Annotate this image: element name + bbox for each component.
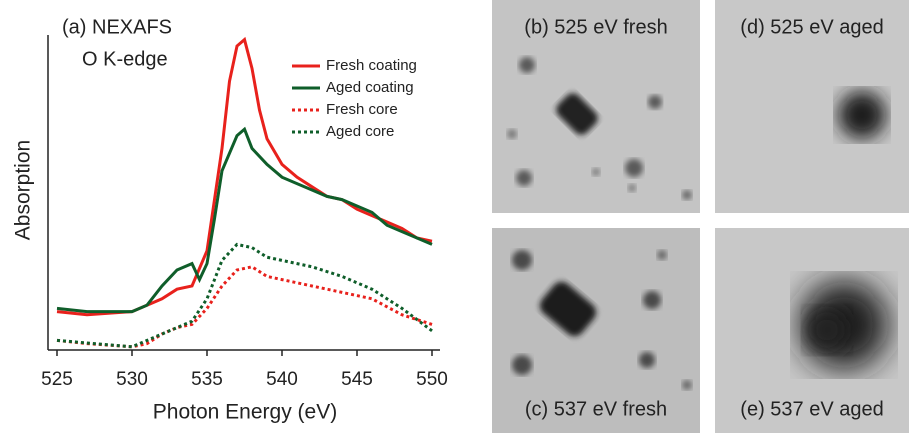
panel-label: (b) 525 eV fresh	[524, 16, 667, 38]
line-series	[56, 242, 433, 349]
y-axis-label: Absorption	[12, 140, 35, 240]
x-tick-label: 550	[416, 369, 448, 390]
panel-label: (c) 537 eV fresh	[525, 398, 667, 420]
legend-label: Fresh coating	[326, 57, 417, 74]
spectrum-chart: (a) NEXAFS O K-edge Photon Energy (eV) A…	[12, 16, 448, 424]
image-b	[492, 0, 700, 213]
line-series	[56, 36, 433, 317]
legend-label: Aged coating	[326, 79, 414, 96]
legend-label: Aged core	[326, 123, 394, 140]
x-tick-label: 530	[116, 369, 148, 390]
x-axis-label: Photon Energy (eV)	[153, 401, 337, 424]
panel-label: (d) 525 eV aged	[740, 16, 883, 38]
line-series	[56, 265, 433, 349]
panel-label: (e) 537 eV aged	[740, 398, 883, 420]
image-e	[715, 228, 909, 433]
annotation: (a) NEXAFS	[62, 16, 172, 38]
annotation: O K-edge	[82, 48, 168, 70]
legend-label: Fresh core	[326, 101, 398, 118]
x-tick-label: 535	[191, 369, 223, 390]
x-tick-label: 540	[266, 369, 298, 390]
x-tick-label: 545	[341, 369, 373, 390]
image-panels: (b) 525 eV fresh (d) 525 eV aged (c) 537…	[492, 0, 909, 433]
image-d	[715, 0, 909, 213]
x-tick-label: 525	[41, 369, 73, 390]
image-c	[492, 228, 700, 433]
line-series	[56, 126, 433, 314]
